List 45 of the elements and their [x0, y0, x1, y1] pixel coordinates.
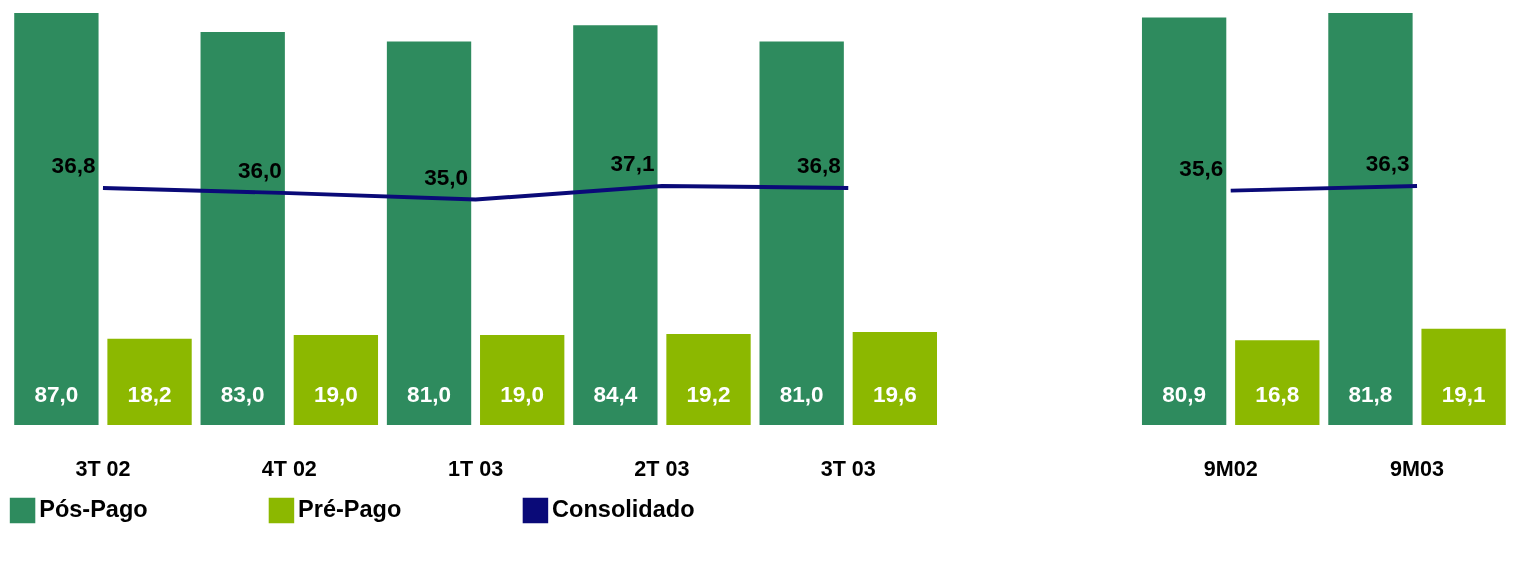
bar [759, 41, 844, 425]
data-label: 36,8 [796, 153, 841, 179]
data-label: 36,8 [51, 153, 96, 179]
x-tick-label: 3T 02 [75, 456, 131, 482]
legend-label: Pré-Pago [298, 496, 402, 523]
bar [666, 334, 751, 425]
data-label: 81,0 [779, 382, 824, 408]
data-label: 84,4 [593, 382, 638, 408]
bar [1235, 340, 1320, 425]
data-label: 16,8 [1255, 382, 1300, 408]
bar [14, 13, 99, 425]
bar [1141, 17, 1227, 425]
x-tick-label: 9M03 [1390, 456, 1445, 482]
data-label: 81,0 [407, 382, 451, 408]
x-tick-label: 1T 03 [448, 456, 504, 482]
data-label: 19,2 [686, 382, 731, 408]
bar [386, 41, 472, 425]
bar [200, 31, 285, 425]
data-label: 35,0 [424, 164, 469, 190]
legend-label: Consolidado [552, 496, 695, 523]
data-label: 19,0 [313, 382, 358, 408]
bar [1328, 13, 1413, 425]
legend-label: Pós-Pago [39, 496, 148, 523]
data-label: 19,1 [1441, 382, 1486, 408]
bar [480, 334, 565, 425]
data-label: 19,0 [500, 382, 545, 408]
x-tick-label: 4T 02 [261, 456, 317, 482]
data-label: 81,8 [1348, 382, 1393, 408]
data-label: 83,0 [220, 382, 265, 408]
data-label: 80,9 [1162, 382, 1207, 408]
x-tick-label: 9M02 [1203, 456, 1258, 482]
bar [293, 334, 379, 425]
data-label: 18,2 [127, 382, 172, 408]
data-label: 36,0 [237, 158, 282, 184]
data-label: 19,6 [872, 382, 917, 408]
bar [852, 332, 938, 425]
x-tick-label: 2T 03 [634, 456, 690, 482]
bar [573, 25, 658, 425]
x-tick-label: 3T 03 [820, 456, 876, 482]
bar [107, 338, 192, 425]
bar [1421, 328, 1506, 425]
data-label: 87,0 [34, 382, 79, 408]
data-label: 35,6 [1179, 155, 1224, 181]
data-label: 37,1 [610, 151, 655, 177]
data-label: 36,3 [1365, 151, 1410, 177]
